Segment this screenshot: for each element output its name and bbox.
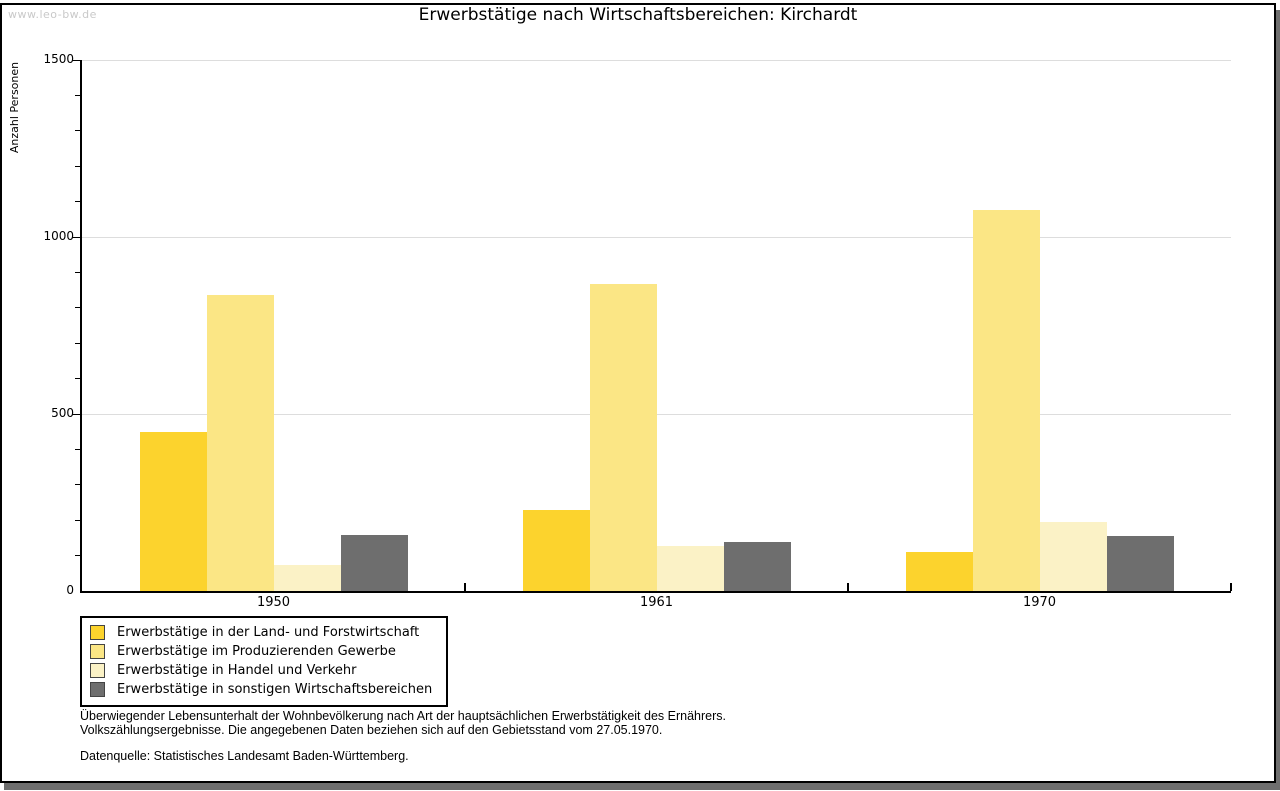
chart-frame: www.leo-bw.de Erwerbstätige nach Wirtsch… — [0, 3, 1276, 783]
legend-item: Erwerbstätige im Produzierenden Gewerbe — [90, 642, 446, 661]
watermark: www.leo-bw.de — [8, 8, 97, 21]
legend-label: Erwerbstätige in sonstigen Wirtschaftsbe… — [117, 682, 433, 697]
y-tick — [75, 307, 80, 309]
x-tick — [1230, 583, 1232, 591]
bar-1950-series1 — [139, 431, 207, 591]
bar-1961-series3 — [656, 545, 724, 591]
legend-label: Erwerbstätige im Produzierenden Gewerbe — [117, 644, 396, 659]
legend-swatch-sonstige — [90, 682, 105, 697]
y-tick — [75, 201, 80, 203]
legend-swatch-produzierendes-gewerbe — [90, 644, 105, 659]
y-tick-label: 1500 — [43, 52, 74, 66]
gridline — [82, 59, 1231, 61]
legend-swatch-handel-verkehr — [90, 663, 105, 678]
x-tick-label-1950: 1950 — [256, 595, 291, 610]
data-source: Datenquelle: Statistisches Landesamt Bad… — [80, 749, 409, 763]
chart-title: Erwerbstätige nach Wirtschaftsbereichen:… — [418, 5, 858, 25]
x-tick — [464, 583, 466, 591]
y-tick — [75, 484, 80, 486]
y-tick — [75, 165, 80, 167]
legend-item: Erwerbstätige in der Land- und Forstwirt… — [90, 623, 446, 642]
footnote-line-2: Volkszählungsergebnisse. Die angegebenen… — [80, 723, 663, 737]
y-axis-label: Anzahl Personen — [8, 61, 21, 154]
y-tick — [72, 236, 80, 238]
legend-label: Erwerbstätige in Handel und Verkehr — [117, 663, 357, 678]
bar-1961-series2 — [589, 284, 657, 591]
x-tick-label-1961: 1961 — [639, 595, 674, 610]
bar-1961-series4 — [723, 541, 791, 591]
y-tick — [75, 519, 80, 521]
x-tick-label-1970: 1970 — [1022, 595, 1057, 610]
y-tick-label: 0 — [66, 583, 74, 597]
y-tick — [72, 413, 80, 415]
bar-1950-series2 — [206, 294, 274, 591]
bar-1970-series3 — [1039, 522, 1107, 591]
bar-1970-series4 — [1106, 536, 1174, 591]
y-axis-line — [80, 60, 82, 593]
x-axis-line — [80, 591, 1231, 593]
legend: Erwerbstätige in der Land- und Forstwirt… — [80, 616, 448, 707]
y-tick — [75, 342, 80, 344]
legend-swatch-land-forstwirtschaft — [90, 625, 105, 640]
bar-1950-series4 — [340, 534, 408, 591]
plot-area: 1950 1961 1970 0 500 1000 1500 — [43, 52, 1232, 610]
legend-item: Erwerbstätige in sonstigen Wirtschaftsbe… — [90, 680, 446, 699]
y-tick — [75, 271, 80, 273]
legend-item: Erwerbstätige in Handel und Verkehr — [90, 661, 446, 680]
footnote: Überwiegender Lebensunterhalt der Wohnbe… — [80, 709, 726, 763]
bar-1970-series1 — [905, 552, 973, 591]
x-tick — [847, 583, 849, 591]
footnote-line-1: Überwiegender Lebensunterhalt der Wohnbe… — [80, 709, 726, 723]
y-tick — [75, 448, 80, 450]
y-tick-label: 500 — [51, 406, 74, 420]
bar-1970-series2 — [972, 210, 1040, 591]
y-tick — [75, 94, 80, 96]
y-tick — [72, 59, 80, 61]
legend-label: Erwerbstätige in der Land- und Forstwirt… — [117, 625, 420, 640]
y-tick-label: 1000 — [43, 229, 74, 243]
y-tick — [75, 555, 80, 557]
gridline — [82, 413, 1231, 415]
y-tick — [75, 130, 80, 132]
bar-1950-series3 — [273, 565, 341, 591]
gridline — [82, 236, 1231, 238]
y-tick — [75, 378, 80, 380]
bar-1961-series1 — [522, 509, 590, 591]
